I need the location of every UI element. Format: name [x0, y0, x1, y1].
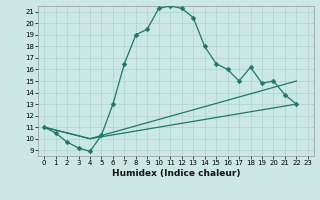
X-axis label: Humidex (Indice chaleur): Humidex (Indice chaleur) [112, 169, 240, 178]
